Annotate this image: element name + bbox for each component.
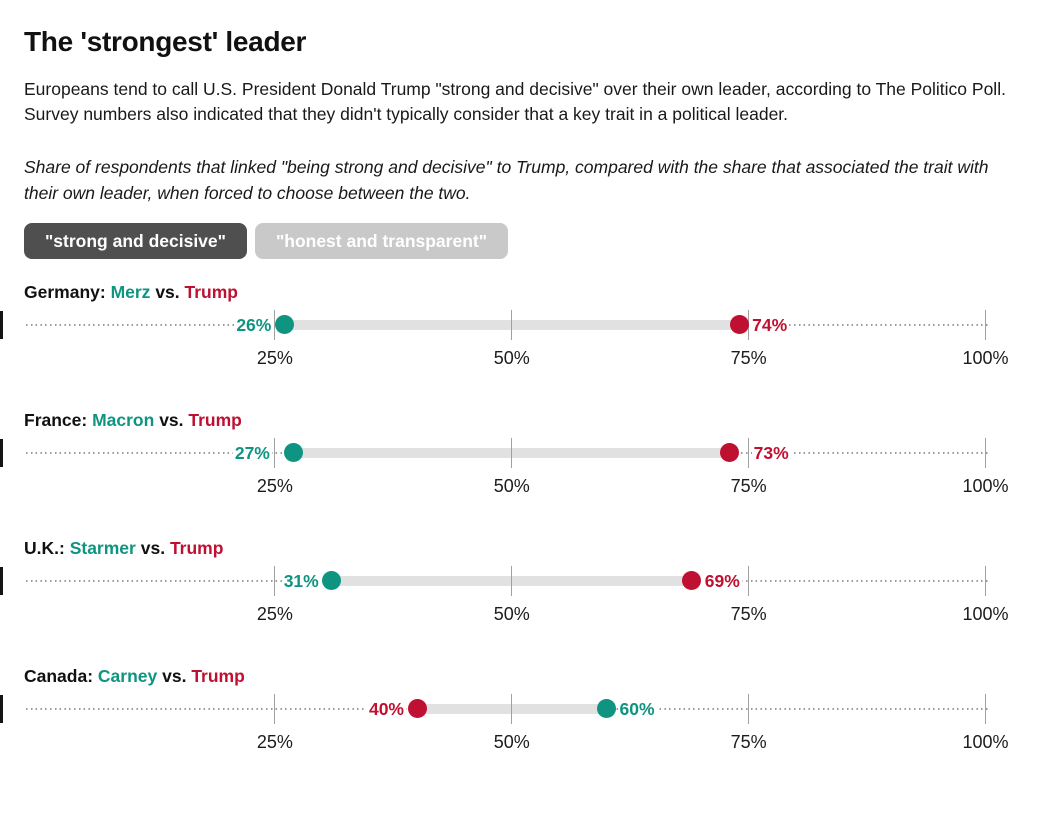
row-title: Germany: Merz vs. Trump (24, 282, 238, 303)
leader-value-label: 31% (281, 563, 321, 599)
country-row: Germany: Merz vs. Trump 26% 74% 25% 50% 75… (0, 282, 1044, 410)
intro-paragraph: Europeans tend to call U.S. President Do… (24, 79, 1006, 124)
trump-name: Trump (191, 666, 245, 686)
axis-labels: 25% 50% 75% 100% (0, 476, 1044, 498)
trait-toggle-group: "strong and decisive" "honest and transp… (24, 223, 1020, 259)
row-title: France: Macron vs. Trump (24, 410, 242, 431)
leader-name: Carney (97, 666, 158, 686)
dumbbell-chart: Germany: Merz vs. Trump 26% 74% 25% 50% 75… (0, 282, 1044, 794)
leader-dot (284, 443, 304, 462)
trump-value-label: 73% (751, 435, 791, 471)
trump-name: Trump (184, 282, 238, 302)
axis-tick (985, 694, 986, 724)
axis-tick-label: 75% (730, 348, 767, 368)
axis-tick-label: 75% (730, 476, 767, 496)
axis-tick-label: 50% (493, 476, 530, 496)
vs-label: vs. (140, 538, 170, 558)
axis-tick (274, 694, 276, 724)
leader-dot (322, 571, 342, 590)
axis-tick-label: 25% (256, 604, 293, 624)
leader-value-label: 60% (617, 691, 657, 727)
axis-tick-label: 100% (962, 604, 1009, 624)
axis-tick (748, 438, 750, 468)
axis-tick-label: 50% (493, 732, 530, 752)
trump-value-label: 40% (366, 691, 406, 727)
axis-tick (748, 694, 750, 724)
axis-tick (511, 310, 513, 340)
leader-name: Starmer (69, 538, 136, 558)
vs-label: vs. (162, 666, 192, 686)
zero-tick (0, 567, 3, 595)
country-row: Canada: Carney vs. Trump 60% 40% 25% 50% 7… (0, 666, 1044, 794)
toggle-strong-and-decisive[interactable]: "strong and decisive" (24, 223, 247, 259)
country-label: Canada: (24, 666, 98, 686)
row-title: U.K.: Starmer vs. Trump (24, 538, 223, 559)
country-label: France: (24, 410, 93, 430)
axis-tick-label: 50% (493, 604, 530, 624)
country-label: U.K.: (24, 538, 70, 558)
zero-tick (0, 311, 3, 339)
axis-tick (511, 566, 513, 596)
trump-name: Trump (188, 410, 242, 430)
page-title: The 'strongest' leader (24, 26, 307, 57)
country-row: France: Macron vs. Trump 27% 73% 25% 50% 7… (0, 410, 1044, 538)
axis-tick-label: 100% (962, 732, 1009, 752)
axis-tick-label: 100% (962, 476, 1009, 496)
trump-dot (682, 571, 702, 590)
methodology-note: Share of respondents that linked "being … (24, 157, 989, 203)
axis-tick (511, 694, 513, 724)
trump-dot (720, 443, 740, 462)
trump-value-label: 74% (750, 307, 790, 343)
axis-tick (985, 566, 986, 596)
axis-tick (985, 310, 986, 340)
vs-label: vs. (155, 282, 185, 302)
axis-labels: 25% 50% 75% 100% (0, 604, 1044, 626)
politico-poll-page: The 'strongest' leader Europeans tend to… (0, 26, 1044, 826)
axis-tick (511, 438, 513, 468)
leader-dot (597, 699, 616, 718)
axis-tick-label: 50% (493, 348, 530, 368)
dumbbell-track: 27% 73% (0, 435, 1044, 471)
axis-tick-label: 25% (256, 348, 293, 368)
axis-tick-label: 25% (256, 732, 293, 752)
zero-tick (0, 695, 3, 723)
dumbbell-track: 60% 40% (0, 691, 1044, 727)
trump-dot (729, 315, 749, 334)
vs-label: vs. (159, 410, 189, 430)
zero-tick (0, 439, 3, 467)
axis-tick (985, 438, 986, 468)
dumbbell-track: 26% 74% (0, 307, 1044, 343)
leader-dot (274, 315, 294, 334)
leader-name: Macron (92, 410, 155, 430)
row-title: Canada: Carney vs. Trump (24, 666, 245, 687)
axis-labels: 25% 50% 75% 100% (0, 732, 1044, 754)
country-row: U.K.: Starmer vs. Trump 31% 69% 25% 50% 75… (0, 538, 1044, 666)
leader-value-label: 26% (234, 307, 274, 343)
axis-tick-label: 75% (730, 732, 767, 752)
dumbbell-track: 31% 69% (0, 563, 1044, 599)
axis-tick (274, 438, 276, 468)
axis-tick-label: 25% (256, 476, 293, 496)
leader-name: Merz (110, 282, 151, 302)
axis-tick-label: 75% (730, 604, 767, 624)
axis-tick-label: 100% (962, 348, 1009, 368)
axis-tick (274, 566, 276, 596)
trump-dot (407, 699, 427, 718)
axis-labels: 25% 50% 75% 100% (0, 348, 1044, 370)
country-label: Germany: (24, 282, 111, 302)
trump-name: Trump (169, 538, 224, 558)
axis-tick (748, 566, 750, 596)
trump-value-label: 69% (702, 563, 742, 599)
toggle-honest-and-transparent[interactable]: "honest and transparent" (254, 223, 509, 259)
leader-value-label: 27% (232, 435, 272, 471)
